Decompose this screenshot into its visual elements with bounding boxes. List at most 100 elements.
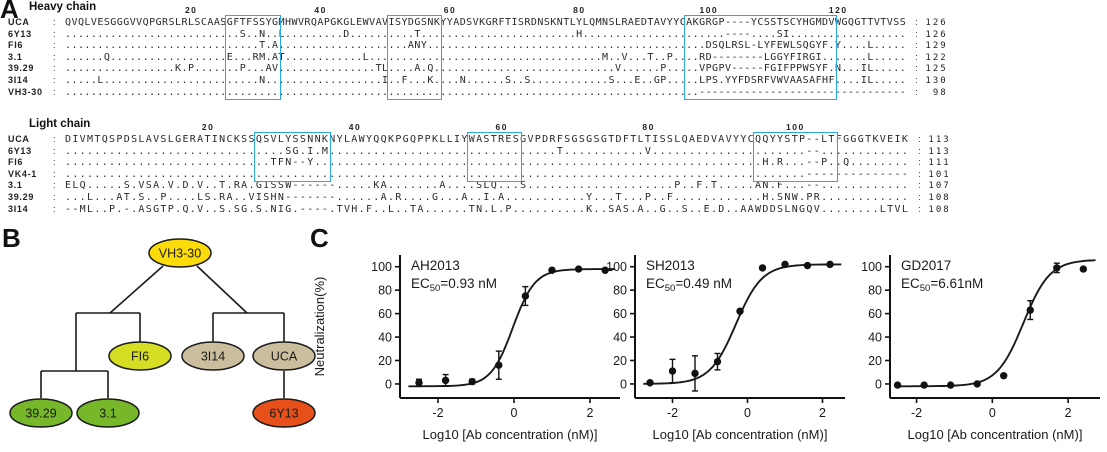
- ec50-label: EC50=6.61nM: [901, 276, 983, 294]
- separator: :: [915, 40, 918, 51]
- data-point: [973, 380, 981, 388]
- y-tick-label: 20: [868, 354, 882, 368]
- ruler-tick-40: 40: [348, 122, 362, 132]
- sequence: DIVMTQSPDSLAVSLGERATINCKSSQSVLYSSNNKNYLA…: [65, 134, 910, 145]
- chart-title: GD2017: [901, 258, 951, 273]
- alignment-row-39.29: 39.29: .................K.P.......P...AV.…: [0, 63, 1040, 75]
- ec50-label: EC50=0.93 nM: [411, 276, 497, 294]
- separator: :: [915, 86, 918, 97]
- sequence: ........................................…: [65, 86, 907, 98]
- residue-count: 130: [925, 75, 948, 86]
- separator: :: [915, 28, 918, 39]
- light-chain-title: Light chain: [29, 118, 91, 130]
- row-label: VH3-30: [8, 86, 43, 97]
- residue-count: 101: [928, 169, 951, 180]
- residue-count: 126: [925, 29, 948, 40]
- sequence: ............................TFN--Y......…: [65, 157, 910, 169]
- y-tick-label: 0: [620, 377, 627, 391]
- x-tick-label: 2: [1065, 406, 1072, 420]
- y-tick-label: 100: [606, 260, 627, 274]
- data-point: [548, 266, 556, 274]
- data-point: [826, 260, 834, 269]
- panel-b-label: B: [2, 223, 21, 253]
- sequence: ......Q..................E...RM.AT......…: [65, 51, 907, 63]
- separator: :: [53, 51, 56, 62]
- tree-edge: [109, 265, 164, 314]
- sequence: --ML..P.-.ASGTP.Q.V..S.SG.S.NIG.----.TVH…: [65, 203, 910, 215]
- ruler-tick-20: 20: [184, 5, 198, 15]
- chart-ah2013: 0 20 40 60 80 100 -2 0 2 AH2013 EC50=0.93 nM Log10 …: [312, 255, 620, 442]
- sequence: ...L...AT.S..P....LS.RA..VISHN-------...…: [65, 191, 910, 203]
- chart-title: SH2013: [646, 258, 695, 273]
- tree-node-uca: UCA: [252, 341, 316, 371]
- separator: :: [53, 86, 56, 97]
- residue-count: 108: [928, 192, 951, 203]
- sequence: .....L........................N.........…: [65, 74, 907, 86]
- residue-count: 113: [928, 135, 951, 145]
- sequence: ELQ.....S.VSA.V.D.V..T.RA.GISSW------...…: [65, 180, 910, 192]
- alignment-row-fi6: FI6: ..............................T.A...…: [0, 40, 1040, 52]
- x-tick-label: 0: [744, 406, 751, 420]
- alignment-row-3i14: 3I14: --ML..P.-.ASGTP.Q.V..S.SG.S.NIG.---…: [0, 204, 1040, 216]
- residue-count: 129: [925, 41, 948, 52]
- ruler-tick-120: 120: [828, 5, 848, 15]
- data-point: [415, 379, 423, 387]
- separator: :: [915, 74, 918, 85]
- x-axis-title: Log10 [Ab concentration (nM)]: [423, 427, 598, 442]
- separator: :: [53, 17, 56, 27]
- row-label: 3I14: [8, 203, 29, 214]
- ruler-tick-60: 60: [443, 5, 457, 15]
- x-tick-label: 2: [587, 406, 594, 420]
- heavy-chain-title: Heavy chain: [29, 1, 97, 13]
- tree-node-39.29: 39.29: [9, 398, 73, 428]
- ruler-tick-100: 100: [699, 5, 719, 15]
- alignment-row-vh3-30: VH3-30:.................................…: [0, 87, 1040, 99]
- y-tick-label: 20: [378, 354, 392, 368]
- data-point: [713, 357, 722, 366]
- row-label: 6Y13: [8, 145, 32, 156]
- row-label: 39.29: [8, 63, 35, 74]
- sequence: QVQLVESGGGVVQPGRSLRLSCAASGFTFSSYGMHWVRQA…: [65, 17, 907, 28]
- residue-count: 125: [925, 64, 948, 75]
- heavy-chain-ruler: 20 40 60 80 100 120: [0, 5, 1040, 16]
- separator: :: [53, 191, 56, 202]
- data-point: [601, 266, 609, 274]
- data-point: [1000, 372, 1008, 380]
- alignment-row-3.1: 3.1: ELQ.....S.VSA.V.D.V..T.RA.GISSW-----…: [0, 180, 1040, 192]
- separator: :: [918, 134, 921, 144]
- tree-edge: [196, 265, 248, 314]
- y-tick-label: 20: [613, 354, 627, 368]
- tree-node-label: VH3-30: [159, 247, 201, 261]
- separator: :: [915, 63, 918, 74]
- y-tick-label: 60: [613, 307, 627, 321]
- separator: :: [53, 134, 56, 144]
- panel-b-phylogenetic-tree: B VH3-30 FI6 3I14 UCA 39.29 3.1 6Y13: [0, 225, 320, 452]
- sequence: ..............................T.A.......…: [65, 40, 907, 52]
- x-tick-label: 0: [989, 406, 996, 420]
- row-label: UCA: [8, 17, 30, 27]
- data-point: [1053, 264, 1061, 272]
- x-tick-label: 0: [511, 406, 518, 420]
- y-tick-label: 40: [613, 331, 627, 345]
- data-point: [521, 292, 530, 300]
- fit-curve: [898, 259, 1096, 388]
- separator: :: [918, 180, 921, 191]
- residue-count: 108: [928, 204, 951, 215]
- y-tick-label: 80: [868, 284, 882, 298]
- separator: :: [53, 203, 56, 214]
- chart-sh2013: 0 20 40 60 80 100 -2 0 2 SH2013 EC50=0.49 nM Log10 …: [606, 255, 845, 442]
- separator: :: [53, 180, 56, 191]
- x-axis-title: Log10 [Ab concentration (nM)]: [653, 427, 828, 442]
- ec50-label: EC50=0.49 nM: [646, 276, 732, 294]
- tree-node-label: UCA: [271, 350, 298, 364]
- row-label: VK4-1: [8, 168, 38, 179]
- data-point: [574, 265, 583, 273]
- residue-count: 107: [928, 181, 951, 192]
- sequence: ........................................…: [65, 168, 910, 180]
- y-tick-label: 100: [861, 260, 882, 274]
- separator: :: [915, 51, 918, 62]
- y-tick-label: 60: [378, 307, 392, 321]
- x-tick-label: -2: [667, 406, 678, 420]
- data-point: [646, 379, 654, 387]
- data-point: [758, 264, 767, 272]
